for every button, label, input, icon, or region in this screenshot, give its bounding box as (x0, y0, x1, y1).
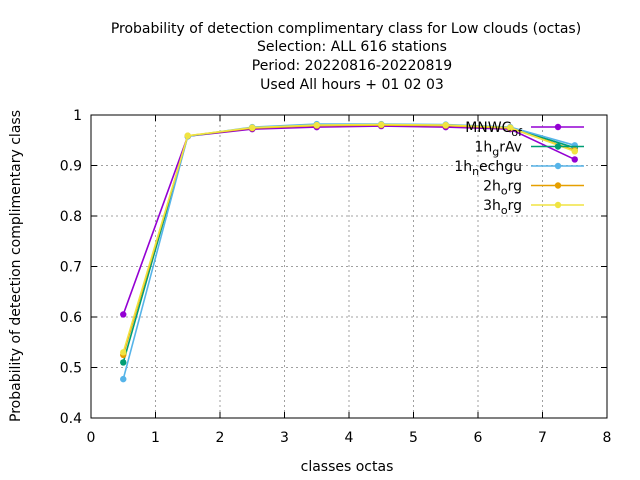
y-tick-label: 0.7 (60, 260, 82, 276)
x-tick-label: 0 (87, 430, 96, 446)
data-point (442, 121, 449, 129)
plot-frame (90, 114, 608, 419)
x-axis-label: classes octas (301, 459, 394, 475)
title-line-2: Selection: ALL 616 stations (257, 39, 447, 55)
legend-swatch-point (554, 123, 562, 131)
legend-swatch-point (554, 162, 562, 170)
y-tick-label: 0.5 (60, 361, 82, 377)
title-line-3: Period: 20220816-20220819 (252, 58, 452, 74)
series-3 (120, 121, 578, 359)
plot-series (120, 120, 578, 383)
y-tick-label: 0.6 (60, 310, 82, 326)
legend-entry: 2horg (483, 179, 584, 198)
data-point (571, 148, 578, 155)
series-line (122, 123, 576, 353)
legend-label: MNWCof (465, 120, 523, 139)
x-tick-label: 7 (538, 430, 547, 446)
legend-entry: 1hgrAv (474, 140, 584, 159)
data-point (120, 359, 127, 366)
x-tick-label: 3 (280, 430, 289, 446)
data-point (184, 132, 191, 139)
x-tick-label: 1 (151, 430, 160, 446)
legend-entry: 1hnechgu (454, 159, 584, 178)
chart-title: Probability of detection complimentary c… (111, 21, 581, 93)
y-tick-label: 0.8 (60, 209, 82, 225)
data-point (120, 311, 127, 318)
x-tick-label: 5 (409, 430, 418, 446)
title-line-1: Probability of detection complimentary c… (111, 21, 581, 37)
data-point (249, 124, 256, 131)
data-point (507, 124, 514, 131)
legend-swatch-point (554, 182, 562, 189)
x-tick-label: 6 (474, 430, 483, 446)
x-tick-label: 8 (603, 430, 612, 446)
data-point (378, 121, 385, 128)
y-axis-label: Probability of detection complimentary c… (8, 110, 24, 422)
x-tick-label: 2 (216, 430, 225, 446)
legend-entry: MNWCof (465, 120, 584, 139)
legend-label: 2horg (483, 179, 522, 198)
data-point (571, 156, 578, 163)
axes: 0 1 2 3 4 5 6 7 8 0.4 0.5 0.6 0.7 0.8 0.9 1 (60, 108, 612, 446)
y-tick-label: 0.9 (60, 159, 82, 175)
y-tick-label: 1 (73, 108, 82, 124)
y-tick-label: 0.4 (60, 411, 82, 427)
series-4 (120, 121, 578, 356)
legend-swatch-point (554, 143, 562, 150)
legend-entry: 3horg (483, 198, 584, 217)
data-point (120, 349, 127, 356)
title-line-4: Used All hours + 01 02 03 (260, 77, 444, 93)
data-point (120, 375, 127, 383)
data-point (313, 121, 320, 129)
legend-label: 1hgrAv (474, 140, 522, 159)
legend-label: 1hnechgu (454, 159, 522, 178)
x-tick-label: 4 (345, 430, 354, 446)
legend-label: 3horg (483, 198, 522, 217)
legend-swatch-point (554, 201, 562, 209)
grid (91, 115, 607, 418)
